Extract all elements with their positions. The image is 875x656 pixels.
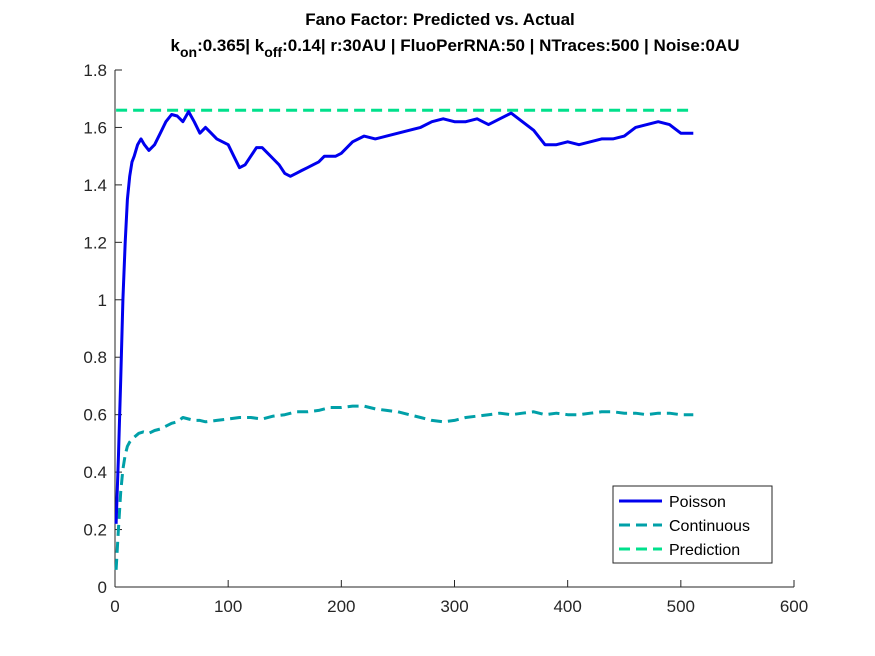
chart-subtitle: kon:0.365| koff:0.14| r:30AU | FluoPerRN… bbox=[170, 36, 739, 60]
legend-label-continuous: Continuous bbox=[669, 518, 750, 535]
series-line-continuous bbox=[114, 404, 694, 570]
x-tick-label: 200 bbox=[327, 597, 355, 616]
y-tick-label: 1.6 bbox=[83, 118, 107, 137]
legend: Poisson Continuous Prediction bbox=[612, 485, 773, 564]
series-layer bbox=[114, 108, 694, 570]
y-tick-label: 0 bbox=[98, 578, 107, 597]
subtitle-k-off-subscript: off bbox=[264, 44, 282, 60]
series-line-poisson bbox=[114, 110, 694, 524]
x-tick-label: 300 bbox=[440, 597, 468, 616]
x-tick-label: 400 bbox=[553, 597, 581, 616]
x-tick-label: 600 bbox=[780, 597, 808, 616]
subtitle-k-on-subscript: on bbox=[180, 44, 197, 60]
legend-label-prediction: Prediction bbox=[669, 542, 740, 559]
subtitle-parameters: :0.14| r:30AU | FluoPerRNA:50 | NTraces:… bbox=[282, 36, 739, 55]
y-tick-label: 0.8 bbox=[83, 348, 107, 367]
y-tick-label: 0.4 bbox=[83, 463, 107, 482]
y-tick-label: 0.6 bbox=[83, 406, 107, 425]
x-tick-label: 500 bbox=[667, 597, 695, 616]
y-tick-label: 1.4 bbox=[83, 176, 107, 195]
subtitle-k-on-label: k bbox=[170, 36, 180, 55]
x-tick-label: 0 bbox=[110, 597, 119, 616]
y-tick-label: 1.8 bbox=[83, 61, 107, 80]
y-tick-label: 1 bbox=[98, 291, 107, 310]
y-tick-label: 0.2 bbox=[83, 521, 107, 540]
legend-label-poisson: Poisson bbox=[669, 494, 726, 511]
x-ticks: 0 100 200 300 400 500 600 bbox=[110, 580, 808, 616]
chart-title: Fano Factor: Predicted vs. Actual bbox=[305, 10, 575, 29]
y-ticks: 0 0.2 0.4 0.6 0.8 1 1.2 1.4 1.6 1.8 bbox=[83, 61, 122, 597]
y-tick-label: 1.2 bbox=[83, 233, 107, 252]
x-tick-label: 100 bbox=[214, 597, 242, 616]
subtitle-k-on-value: :0.365| k bbox=[197, 36, 265, 55]
